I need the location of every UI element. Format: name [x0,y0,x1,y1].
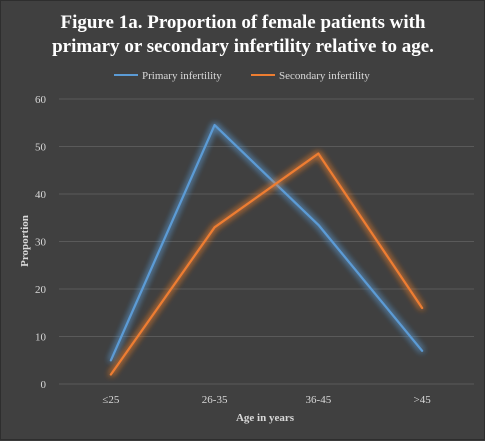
grid-lines [59,99,474,384]
legend-label: Secondary infertility [279,70,370,82]
x-tick-label: ≤25 [102,394,120,406]
data-series [111,125,422,374]
y-axis-ticks: 0 10 20 30 40 50 60 [35,94,47,391]
y-tick-label: 20 [35,284,47,296]
y-tick-label: 30 [35,237,47,249]
legend-label: Primary infertility [142,70,222,82]
y-tick-label: 50 [35,142,47,154]
chart-title-line-1: Figure 1a. Proportion of female patients… [60,12,425,33]
x-tick-label: 26-35 [202,394,228,406]
y-tick-label: 60 [35,94,47,106]
x-tick-label: >45 [414,394,432,406]
y-tick-label: 40 [35,189,47,201]
chart-title-line-2: primary or secondary infertility relativ… [52,36,434,57]
y-tick-label: 0 [41,379,47,391]
y-tick-label: 10 [35,332,47,344]
series-line-1 [111,125,422,360]
series-line-2 [111,154,422,375]
x-axis-label: Age in years [236,412,295,424]
x-tick-label: 36-45 [306,394,332,406]
legend: Primary infertility Secondary infertility [114,70,370,82]
y-axis-label: Proportion [19,215,31,267]
x-axis-ticks: ≤25 26-35 36-45 >45 [102,394,431,406]
